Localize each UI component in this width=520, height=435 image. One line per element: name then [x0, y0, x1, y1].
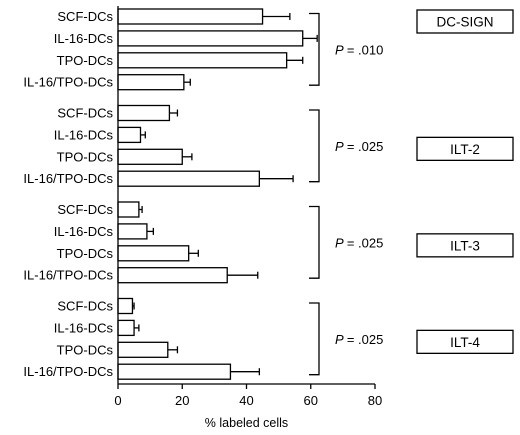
x-tick-label: 40 — [239, 393, 253, 408]
significance-bracket — [309, 302, 320, 376]
bar — [117, 74, 185, 91]
bar — [117, 245, 190, 262]
group-ilt-3: SCF-DCs IL-16-DCs TPO-DCs IL-16/TPO-DCs P = … — [23, 201, 514, 284]
bar — [117, 297, 134, 315]
p-value-label: P = .025 — [335, 139, 383, 154]
p-symbol: P — [335, 332, 347, 347]
category-label: IL-16/TPO-DCs — [23, 268, 113, 283]
category-label: IL-16/TPO-DCs — [23, 75, 113, 90]
bar — [117, 104, 171, 122]
marker-box — [416, 9, 514, 34]
p-value-label: P = .010 — [335, 42, 383, 57]
bar — [117, 126, 142, 144]
category-label: IL-16/TPO-DCs — [23, 364, 113, 379]
p-value: = .025 — [347, 235, 384, 250]
significance-bracket — [309, 109, 320, 183]
marker-box — [416, 233, 514, 258]
group-ilt-2: SCF-DCs IL-16-DCs TPO-DCs IL-16/TPO-DCs P = … — [23, 104, 514, 187]
category-label: IL-16-DCs — [54, 127, 114, 142]
marker-box — [416, 329, 514, 355]
marker-label: ILT-3 — [450, 238, 480, 253]
bar — [117, 341, 169, 358]
category-label: IL-16-DCs — [54, 224, 114, 239]
x-tick-label: 80 — [368, 393, 382, 408]
p-value-label: P = .025 — [335, 332, 383, 347]
bar — [117, 8, 264, 25]
p-symbol: P — [335, 139, 347, 154]
bar — [117, 363, 232, 380]
x-tick-label: 0 — [114, 393, 121, 408]
marker-label: DC-SIGN — [437, 15, 494, 30]
category-label: TPO-DCs — [57, 149, 114, 164]
p-symbol: P — [335, 235, 347, 250]
category-label: SCF-DCs — [57, 9, 113, 24]
p-value: = .025 — [347, 139, 384, 154]
bar — [117, 267, 228, 284]
marker-label: ILT-2 — [450, 142, 480, 157]
bars-layer: SCF-DCs IL-16-DCs TPO-DCs IL-16/TPO-DCs P = … — [23, 8, 514, 380]
bar — [117, 201, 140, 218]
marker-label: ILT-4 — [450, 335, 480, 350]
marker-box — [416, 136, 514, 162]
bar — [117, 319, 135, 337]
category-label: TPO-DCs — [57, 246, 114, 261]
x-tick-label: 60 — [304, 393, 318, 408]
p-value: = .025 — [347, 332, 384, 347]
x-ticks: 0 20 40 60 80 — [114, 384, 382, 408]
p-value-label: P = .025 — [335, 235, 383, 250]
bar — [117, 148, 183, 165]
significance-bracket — [309, 205, 320, 279]
group-dc-sign: SCF-DCs IL-16-DCs TPO-DCs IL-16/TPO-DCs P = … — [23, 8, 514, 91]
p-value: = .010 — [347, 42, 384, 57]
category-label: SCF-DCs — [57, 299, 113, 314]
category-label: TPO-DCs — [57, 342, 114, 357]
bar — [117, 52, 288, 69]
x-axis-title: % labeled cells — [205, 416, 288, 430]
category-label: IL-16/TPO-DCs — [23, 171, 113, 186]
p-symbol: P — [335, 42, 347, 57]
category-label: IL-16-DCs — [54, 31, 114, 46]
category-label: SCF-DCs — [57, 106, 113, 121]
category-label: IL-16-DCs — [54, 320, 114, 335]
bar — [117, 30, 304, 47]
x-tick-label: 20 — [175, 393, 189, 408]
group-ilt-4: SCF-DCs IL-16-DCs TPO-DCs IL-16/TPO-DCs P = … — [23, 297, 514, 380]
significance-bracket — [309, 12, 320, 86]
bar — [117, 223, 148, 240]
bar — [117, 170, 261, 187]
category-label: TPO-DCs — [57, 53, 114, 68]
category-label: SCF-DCs — [57, 202, 113, 217]
